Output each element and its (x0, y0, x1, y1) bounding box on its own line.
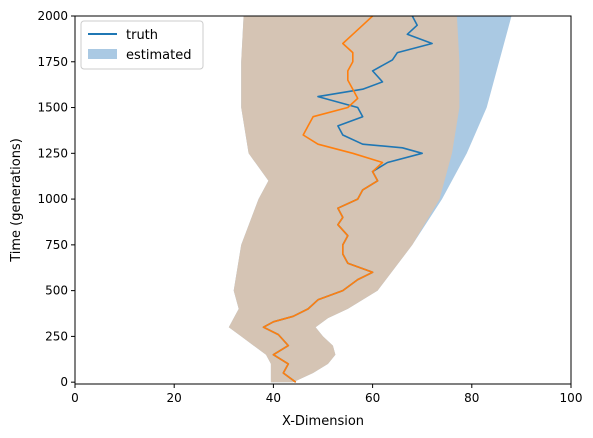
y-tick-label: 1750 (37, 55, 68, 69)
y-tick-label: 500 (45, 284, 68, 298)
y-tick-label: 750 (45, 238, 68, 252)
y-tick-label: 1250 (37, 146, 68, 160)
y-tick-label: 250 (45, 329, 68, 343)
legend-estimated-patch (88, 49, 117, 59)
estimated-path-line (262, 16, 384, 383)
y-tick-label: 1000 (37, 192, 68, 206)
legend-estimated-label: estimated (126, 48, 191, 63)
legend-truth-label: truth (126, 28, 158, 43)
x-axis-ticks: 0 20 40 60 80 100 (71, 384, 582, 405)
x-tick-label: 40 (266, 391, 281, 405)
y-axis-label: Time (generations) (9, 138, 24, 263)
series-layer (262, 16, 433, 383)
x-axis-label: X-Dimension (282, 414, 364, 429)
x-tick-label: 60 (365, 391, 380, 405)
x-tick-label: 80 (464, 391, 479, 405)
x-tick-label: 100 (560, 391, 583, 405)
estimated-band-layer (228, 16, 512, 383)
y-axis-ticks: 0 250 500 750 1000 1250 1500 1750 2000 (37, 9, 75, 389)
legend: truth estimated (80, 20, 204, 70)
x-tick-label: 0 (71, 391, 79, 405)
estimated-overlap-band (228, 16, 460, 383)
y-tick-label: 0 (60, 375, 68, 389)
y-tick-label: 2000 (37, 9, 68, 23)
x-tick-label: 20 (167, 391, 182, 405)
plot-frame (74, 15, 572, 385)
y-tick-label: 1500 (37, 101, 68, 115)
